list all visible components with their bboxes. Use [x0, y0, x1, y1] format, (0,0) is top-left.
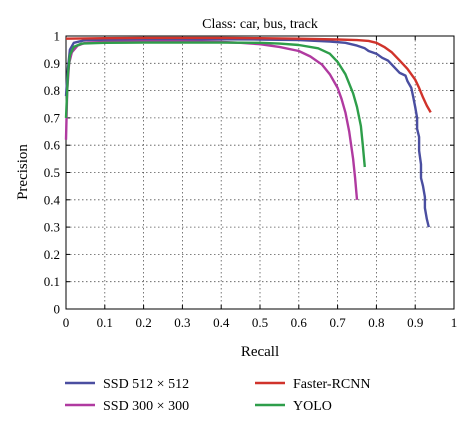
- x-tick-label: 0.3: [174, 315, 190, 330]
- y-tick-label: 0.9: [44, 56, 60, 71]
- grid: [66, 36, 454, 309]
- y-tick-label: 0: [54, 302, 61, 317]
- series-lines: [64, 36, 432, 228]
- y-ticks: 0 0.1 0.2 0.3 0.4 0.5 0.6 0.7 0.8 0.9 1: [44, 29, 454, 317]
- series-line-faster-rcnn: [65, 36, 432, 113]
- x-tick-label: 0.1: [97, 315, 113, 330]
- y-tick-label: 1: [54, 29, 61, 44]
- x-tick-label: 0.7: [329, 315, 346, 330]
- x-tick-label: 0.4: [213, 315, 230, 330]
- y-tick-label: 0.7: [44, 110, 61, 125]
- x-tick-label: 0.2: [135, 315, 151, 330]
- x-tick-label: 0.8: [368, 315, 384, 330]
- x-tick-label: 0.5: [252, 315, 268, 330]
- x-tick-label: 0.9: [407, 315, 423, 330]
- legend-label-ssd-300-300: SSD 300 × 300: [103, 399, 189, 414]
- chart-title: Class: car, bus, track: [202, 17, 318, 32]
- x-tick-label: 0.6: [291, 315, 308, 330]
- legend: SSD 512 × 512 Faster-RCNN SSD 300 × 300 YOL…: [65, 377, 371, 414]
- y-axis-label: Precision: [15, 144, 31, 200]
- y-tick-label: 0.3: [44, 220, 60, 235]
- y-tick-label: 0.1: [44, 274, 60, 289]
- plot-area: 0 0.1 0.2 0.3 0.4 0.5 0.6 0.7 0.8 0.9 1 0 0.1 0.2 0.3…: [44, 29, 458, 331]
- series-line-yolo: [64, 41, 366, 168]
- legend-label-faster-rcnn: Faster-RCNN: [293, 377, 371, 392]
- y-tick-label: 0.6: [44, 138, 61, 153]
- x-tick-label: 1: [451, 315, 458, 330]
- y-tick-label: 0.8: [44, 83, 60, 98]
- x-tick-label: 0: [63, 315, 70, 330]
- y-tick-label: 0.4: [44, 192, 61, 207]
- y-tick-label: 0.5: [44, 165, 60, 180]
- legend-label-ssd-512-512: SSD 512 × 512: [103, 377, 189, 392]
- legend-label-yolo: YOLO: [293, 399, 332, 414]
- y-tick-label: 0.2: [44, 247, 60, 262]
- series-line-ssd-512-512: [64, 38, 430, 228]
- x-ticks: 0 0.1 0.2 0.3 0.4 0.5 0.6 0.7 0.8 0.9 1: [63, 36, 458, 330]
- x-axis-label: Recall: [241, 344, 279, 360]
